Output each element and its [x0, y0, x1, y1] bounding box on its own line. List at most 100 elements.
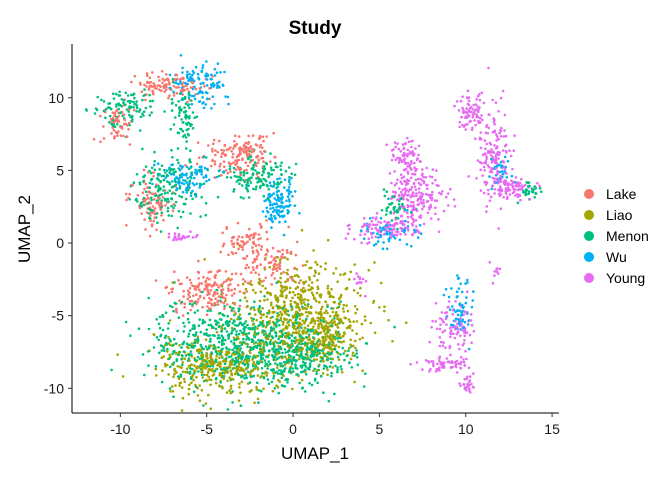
point-menon	[169, 127, 172, 131]
point-menon	[230, 332, 233, 335]
point-liao	[303, 298, 307, 301]
point-liao	[231, 352, 234, 356]
point-menon	[230, 340, 233, 343]
point-liao	[264, 325, 268, 329]
point-menon	[305, 317, 308, 321]
point-liao	[298, 329, 301, 332]
point-menon	[266, 184, 269, 188]
point-lake	[207, 144, 210, 147]
point-menon	[296, 373, 299, 376]
point-liao	[304, 263, 307, 267]
point-wu	[282, 214, 286, 218]
point-liao	[253, 333, 256, 336]
point-liao	[323, 311, 326, 315]
point-liao	[293, 300, 297, 304]
point-young	[404, 233, 407, 236]
point-young	[503, 129, 506, 132]
point-young	[485, 157, 488, 161]
point-lake	[151, 89, 154, 93]
point-liao	[301, 298, 305, 302]
point-lake	[194, 87, 198, 91]
point-wu	[285, 199, 288, 203]
point-liao	[190, 363, 193, 367]
point-young	[455, 362, 458, 366]
point-menon	[398, 206, 401, 209]
point-young	[449, 332, 452, 335]
point-menon	[227, 321, 230, 324]
point-wu	[463, 320, 467, 324]
point-liao	[329, 333, 332, 337]
point-lake	[244, 147, 247, 150]
point-liao	[340, 370, 344, 374]
point-liao	[383, 305, 386, 309]
point-menon	[280, 384, 284, 387]
point-menon	[219, 381, 222, 384]
point-young	[405, 181, 408, 185]
point-young	[511, 191, 515, 195]
point-lake	[270, 283, 274, 286]
point-liao	[363, 315, 367, 318]
point-liao	[261, 284, 264, 288]
point-young	[479, 189, 483, 192]
point-menon	[242, 174, 246, 177]
point-menon	[310, 383, 314, 387]
point-young	[458, 382, 461, 385]
point-liao	[220, 385, 224, 389]
point-menon	[339, 300, 342, 303]
point-lake	[199, 290, 202, 294]
point-menon	[190, 367, 194, 371]
point-lake	[141, 191, 145, 194]
point-lake	[223, 307, 226, 311]
point-lake	[251, 134, 255, 137]
point-lake	[263, 150, 266, 153]
point-menon	[232, 307, 235, 310]
point-menon	[232, 166, 236, 170]
point-wu	[179, 164, 182, 167]
point-liao	[369, 321, 373, 325]
point-young	[407, 193, 410, 197]
point-young	[348, 227, 351, 231]
point-liao	[334, 267, 338, 270]
point-young	[364, 279, 368, 283]
point-menon	[233, 174, 237, 178]
point-lake	[214, 153, 217, 157]
point-young	[390, 181, 393, 185]
point-liao	[331, 318, 334, 322]
point-lake	[294, 253, 298, 257]
point-menon	[174, 302, 178, 305]
point-lake	[193, 287, 197, 291]
point-menon	[298, 355, 302, 358]
point-lake	[220, 148, 223, 152]
point-menon	[271, 347, 274, 351]
point-young	[488, 199, 492, 202]
point-young	[422, 181, 426, 185]
point-lake	[265, 230, 269, 234]
point-lake	[222, 149, 226, 152]
point-lake	[282, 256, 286, 259]
point-lake	[165, 73, 168, 76]
point-menon	[233, 350, 236, 354]
point-liao	[391, 340, 394, 343]
point-liao	[202, 358, 205, 362]
point-lake	[211, 294, 215, 298]
point-lake	[239, 272, 243, 276]
point-menon	[393, 325, 396, 329]
point-young	[485, 205, 489, 208]
point-lake	[206, 293, 209, 297]
point-menon	[247, 196, 251, 199]
point-menon	[189, 329, 192, 332]
point-lake	[208, 97, 211, 101]
point-young	[472, 372, 475, 375]
point-menon	[264, 161, 268, 165]
point-young	[446, 360, 450, 364]
point-menon	[267, 171, 271, 175]
point-young	[412, 191, 415, 195]
point-menon	[290, 334, 294, 337]
point-liao	[288, 291, 292, 295]
point-lake	[232, 161, 235, 164]
point-menon	[180, 300, 184, 304]
point-menon	[232, 190, 235, 193]
point-lake	[208, 86, 211, 90]
point-lake	[208, 301, 211, 305]
point-lake	[256, 154, 260, 158]
